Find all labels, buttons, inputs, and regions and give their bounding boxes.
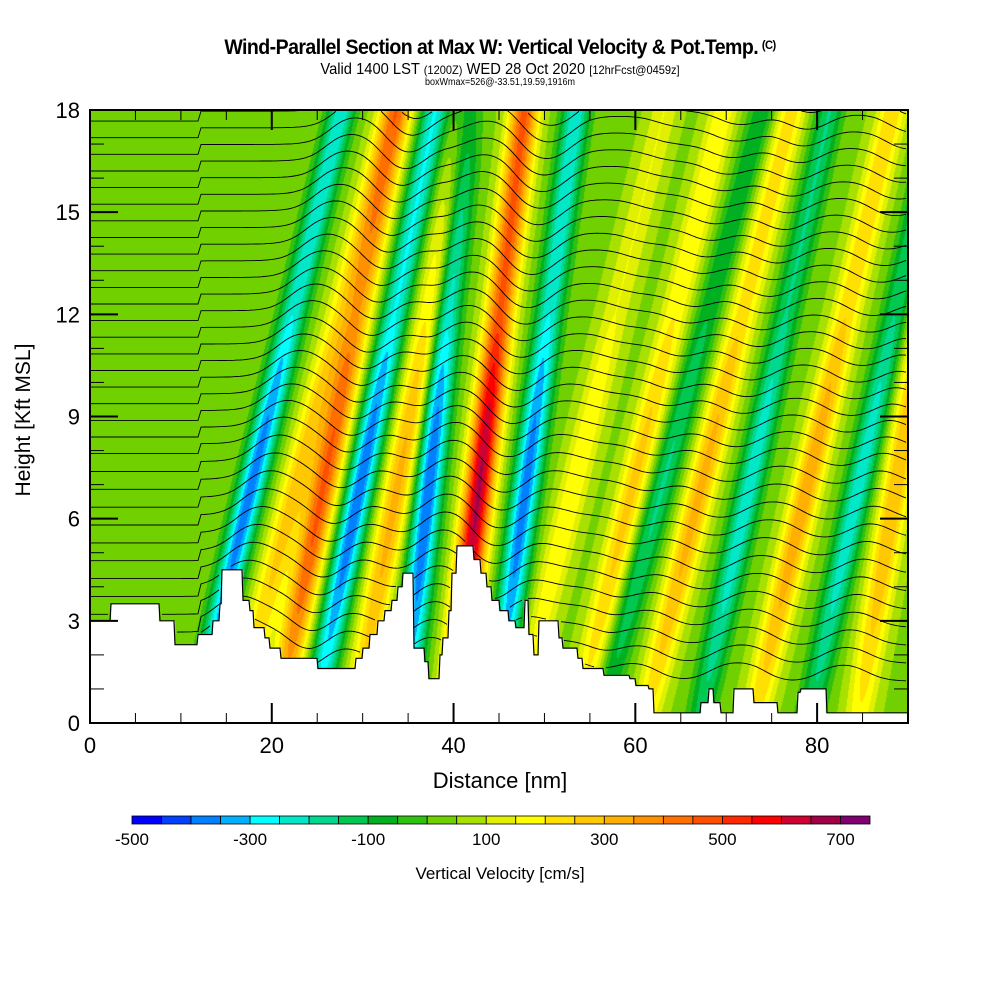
colorbar-bin xyxy=(751,815,782,825)
box-info: boxWmax=526@-33.51,19.59,1916m xyxy=(425,77,575,88)
colorbar-bin xyxy=(249,815,281,825)
colorbar-bin xyxy=(131,815,162,825)
colorbar-bin xyxy=(544,815,576,825)
theta-contour xyxy=(90,266,907,316)
colorbar-bin xyxy=(367,815,399,825)
x-axis-label: Distance [nm] xyxy=(432,768,568,793)
y-tick-label: 0 xyxy=(68,711,80,736)
forecast-tag: [12hrFcst@0459z] xyxy=(589,63,680,77)
chart-title-text: Wind-Parallel Section at Max W: Vertical… xyxy=(224,36,759,59)
colorbar-bin xyxy=(603,815,635,825)
colorbar-bin xyxy=(692,815,723,825)
theta-contour xyxy=(90,150,907,200)
y-tick-label: 18 xyxy=(56,98,80,123)
theta-contour xyxy=(90,217,907,266)
theta-contour xyxy=(200,618,907,664)
theta-contour xyxy=(90,366,907,416)
x-tick-label: 60 xyxy=(623,733,647,758)
theta-contour xyxy=(90,523,907,574)
x-tick-label: 0 xyxy=(84,733,96,758)
theta-contour xyxy=(90,452,907,502)
colorbar-tick-label: 500 xyxy=(708,830,736,849)
theta-contour xyxy=(90,117,907,167)
colorbar-bin xyxy=(633,815,664,825)
y-tick-label: 15 xyxy=(56,200,80,225)
chart-title: Wind-Parallel Section at Max W: Vertical… xyxy=(35,36,965,60)
theta-contour xyxy=(90,300,907,350)
y-tick-label: 9 xyxy=(68,405,80,430)
colorbar-tick-label: 300 xyxy=(590,830,618,849)
theta-contour xyxy=(90,434,907,484)
colorbar-bin xyxy=(840,815,871,825)
y-tick-label: 6 xyxy=(68,507,80,532)
colorbar-tick-label: 700 xyxy=(826,830,854,849)
theta-contour xyxy=(90,383,907,433)
colorbar-bin xyxy=(485,815,517,825)
x-tick-label: 80 xyxy=(805,733,829,758)
theta-contour xyxy=(90,541,907,592)
colorbar-bin xyxy=(781,815,812,825)
valid-utc: (1200Z) xyxy=(423,63,463,77)
theta-contour xyxy=(90,470,907,520)
valid-date: WED 28 Oct 2020 xyxy=(466,61,586,78)
theta-contour xyxy=(90,183,907,233)
colorbar-bin xyxy=(662,815,694,825)
terrain-outline xyxy=(90,545,908,714)
theta-contour xyxy=(90,109,907,132)
theta-contour xyxy=(90,350,907,400)
colorbar-bin xyxy=(338,815,369,825)
theta-contour xyxy=(90,316,907,366)
theta-contour xyxy=(90,333,907,383)
colorbar-bin xyxy=(308,815,340,825)
chart-subtitle: Valid 1400 LST (1200Z) WED 28 Oct 2020 [… xyxy=(40,61,960,79)
theta-contour xyxy=(90,167,907,217)
valid-time: Valid 1400 LST xyxy=(320,61,420,78)
theta-contour xyxy=(90,233,907,283)
colorbar-bin xyxy=(190,815,221,825)
y-axis-label: Height [Kft MSL] xyxy=(12,343,35,497)
colorbar-bin xyxy=(574,815,605,825)
colorbar-bin xyxy=(279,815,310,825)
theta-contour xyxy=(90,250,907,300)
colorbar-label: Vertical Velocity [cm/s] xyxy=(415,864,585,883)
theta-contour xyxy=(90,506,907,556)
colorbar-bin xyxy=(515,815,546,825)
colorbar-tick-label: -300 xyxy=(233,830,267,849)
vertical-velocity-field xyxy=(90,110,908,723)
colorbar-tick-label: 100 xyxy=(472,830,500,849)
colorbar-bin xyxy=(397,815,428,825)
colorbar-bin xyxy=(456,815,487,825)
theta-contour xyxy=(90,559,907,610)
copyright-mark: (C) xyxy=(761,38,776,52)
theta-contour xyxy=(90,416,907,466)
theta-contour xyxy=(90,488,907,538)
x-tick-label: 20 xyxy=(260,733,284,758)
colorbar-bin xyxy=(810,815,841,825)
colorbar-tick-label: -500 xyxy=(115,830,149,849)
theta-contour xyxy=(90,134,907,183)
theta-contour xyxy=(317,637,907,682)
y-tick-label: 12 xyxy=(56,302,80,327)
theta-contour xyxy=(800,110,907,115)
theta-contour xyxy=(90,200,907,250)
theta-contour xyxy=(90,110,907,150)
colorbar-bin xyxy=(722,815,753,825)
colorbar-tick-label: -100 xyxy=(351,830,385,849)
theta-contour xyxy=(90,283,907,333)
colorbar-bin xyxy=(161,815,192,825)
colorbar-bin xyxy=(220,815,251,825)
x-tick-label: 40 xyxy=(441,733,465,758)
theta-contour xyxy=(90,400,907,450)
y-tick-label: 3 xyxy=(68,609,80,634)
theta-contour xyxy=(90,577,907,628)
theta-contour xyxy=(176,595,907,646)
colorbar-bin xyxy=(426,815,458,825)
